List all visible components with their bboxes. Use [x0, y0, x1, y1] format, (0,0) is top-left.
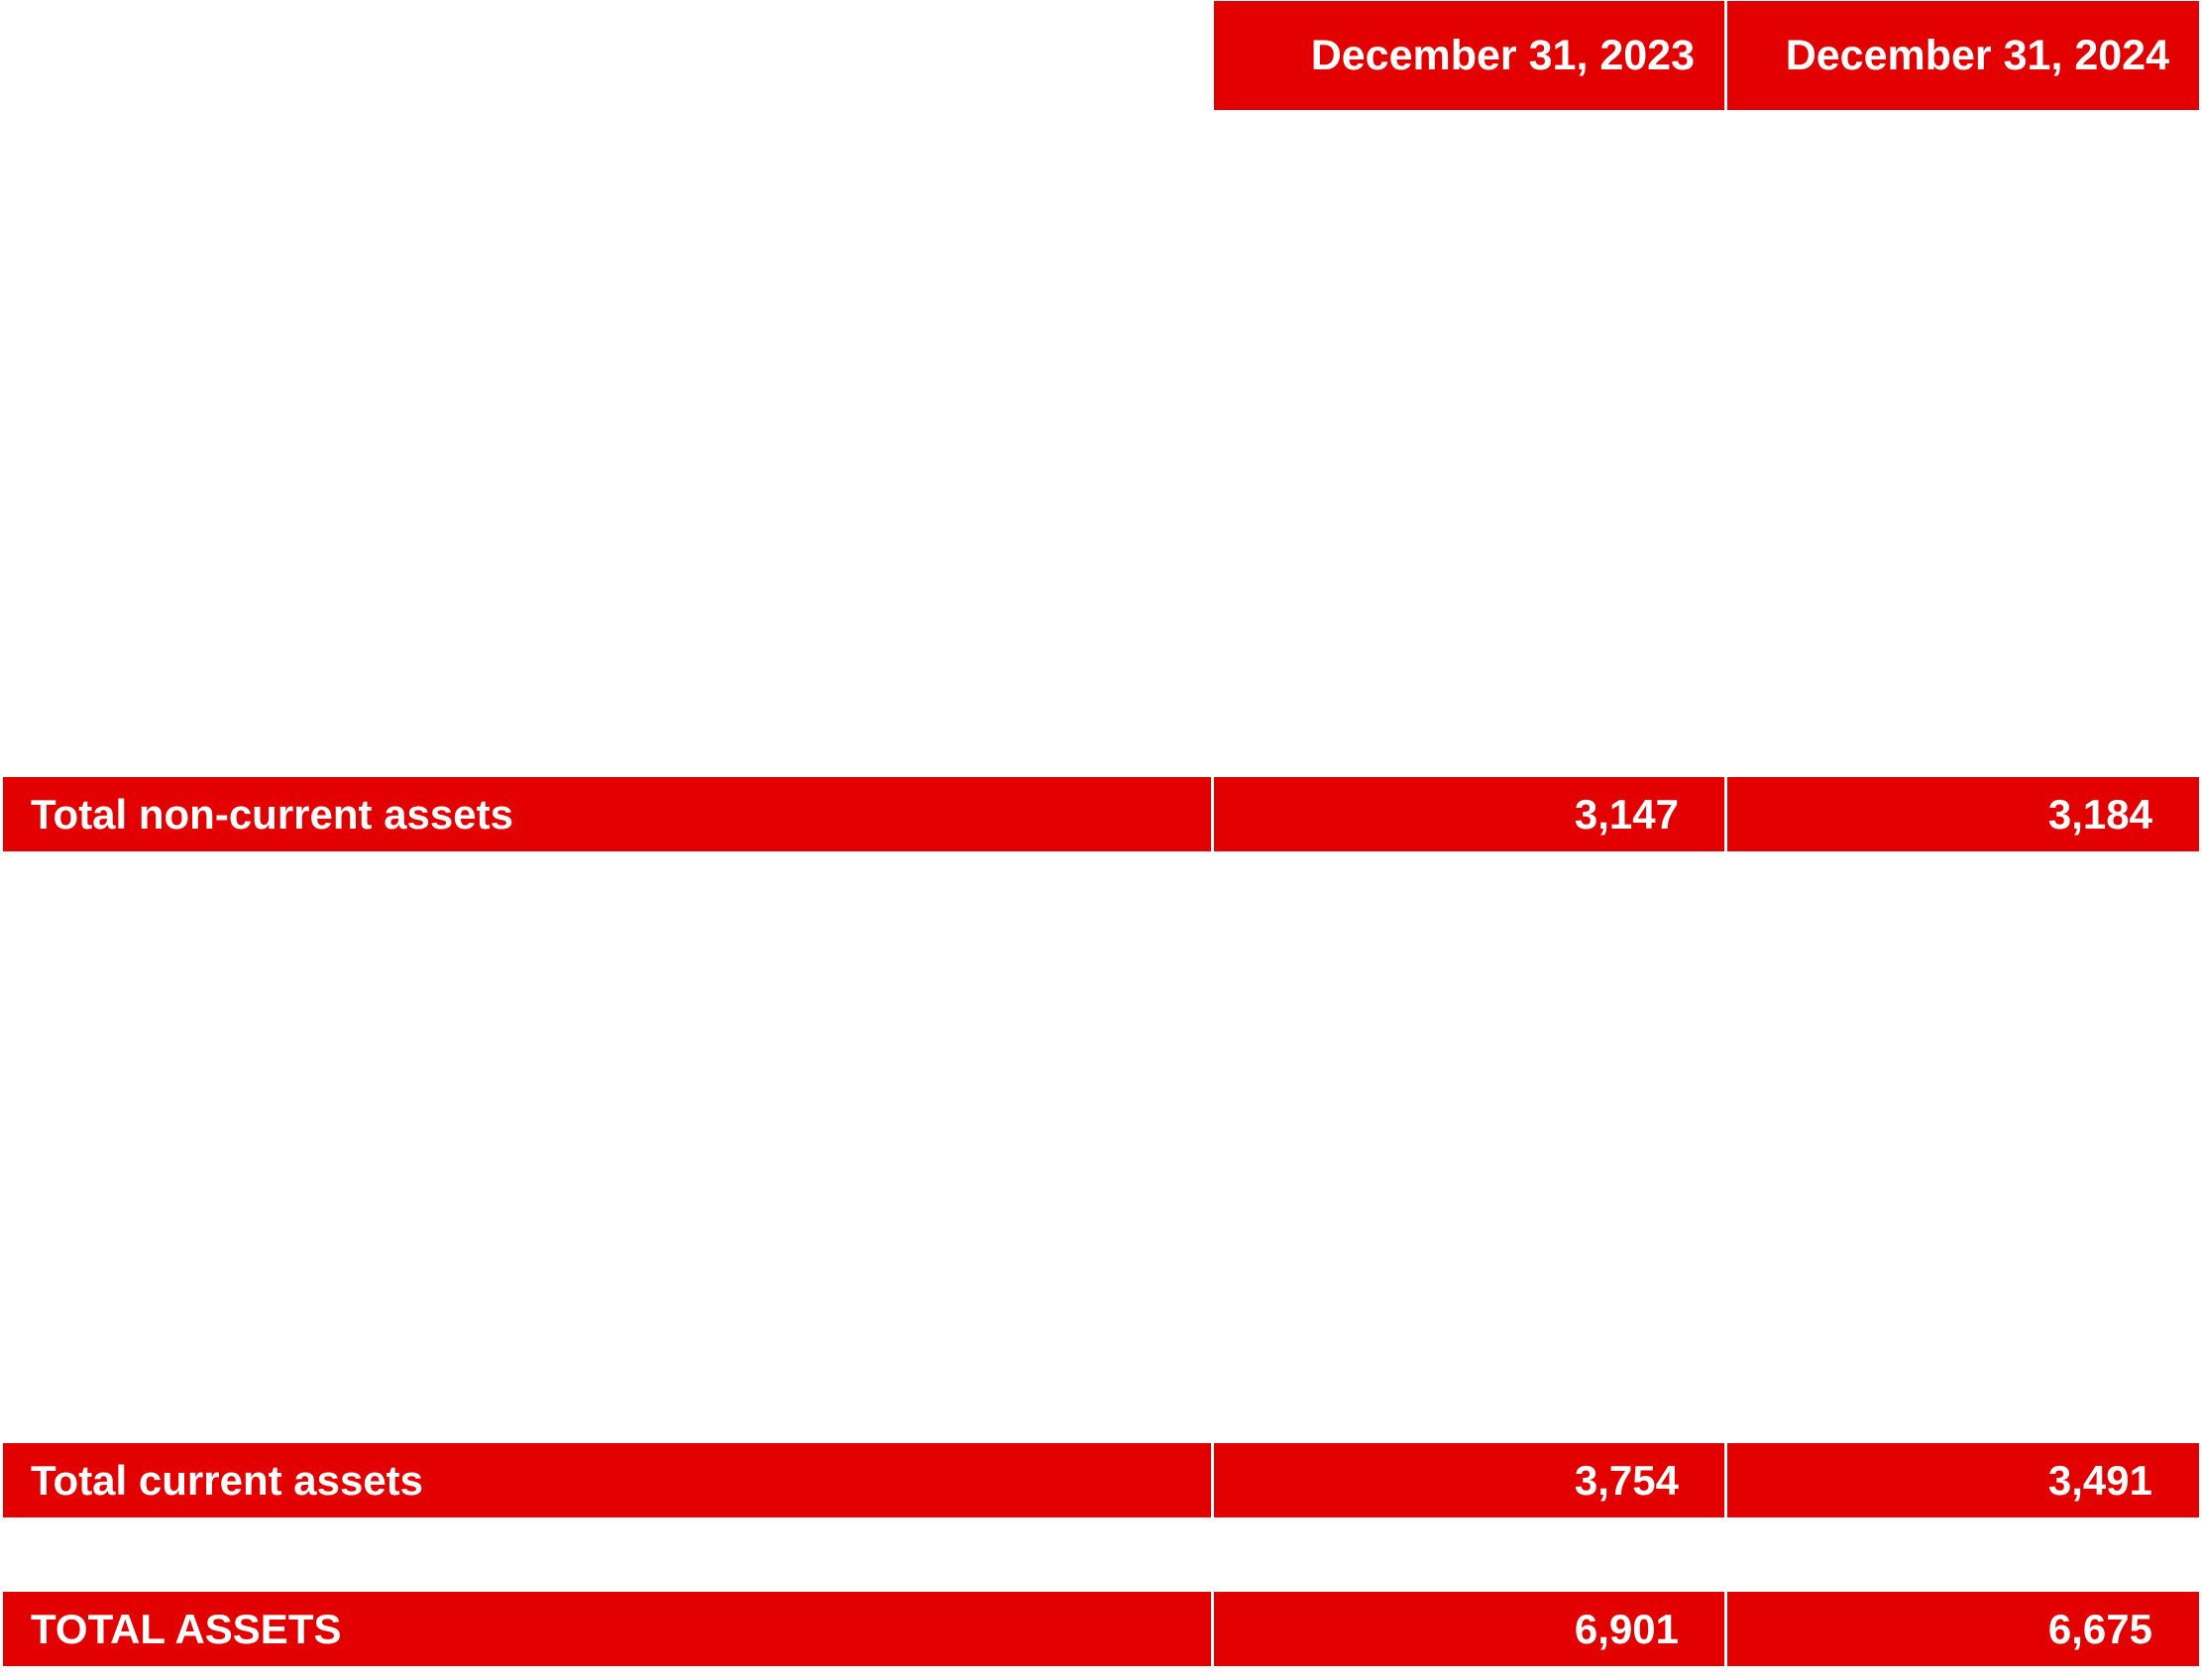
row-label-total-assets: TOTAL ASSETS — [3, 1592, 1211, 1666]
value-total-assets-2023: 6,901 — [1214, 1592, 1724, 1666]
value-total-non-current-assets-2023: 3,147 — [1214, 777, 1724, 851]
value-total-non-current-assets-2024: 3,184 — [1727, 777, 2199, 851]
value-total-assets-2024: 6,675 — [1727, 1592, 2199, 1666]
value-total-current-assets-2024: 3,491 — [1727, 1443, 2199, 1517]
row-label-total-current-assets: Total current assets — [3, 1443, 1211, 1517]
row-label-total-non-current-assets: Total non-current assets — [3, 777, 1211, 851]
column-header-2024: December 31, 2024 — [1727, 1, 2199, 110]
column-header-2023: December 31, 2023 — [1214, 1, 1724, 110]
value-total-current-assets-2023: 3,754 — [1214, 1443, 1724, 1517]
